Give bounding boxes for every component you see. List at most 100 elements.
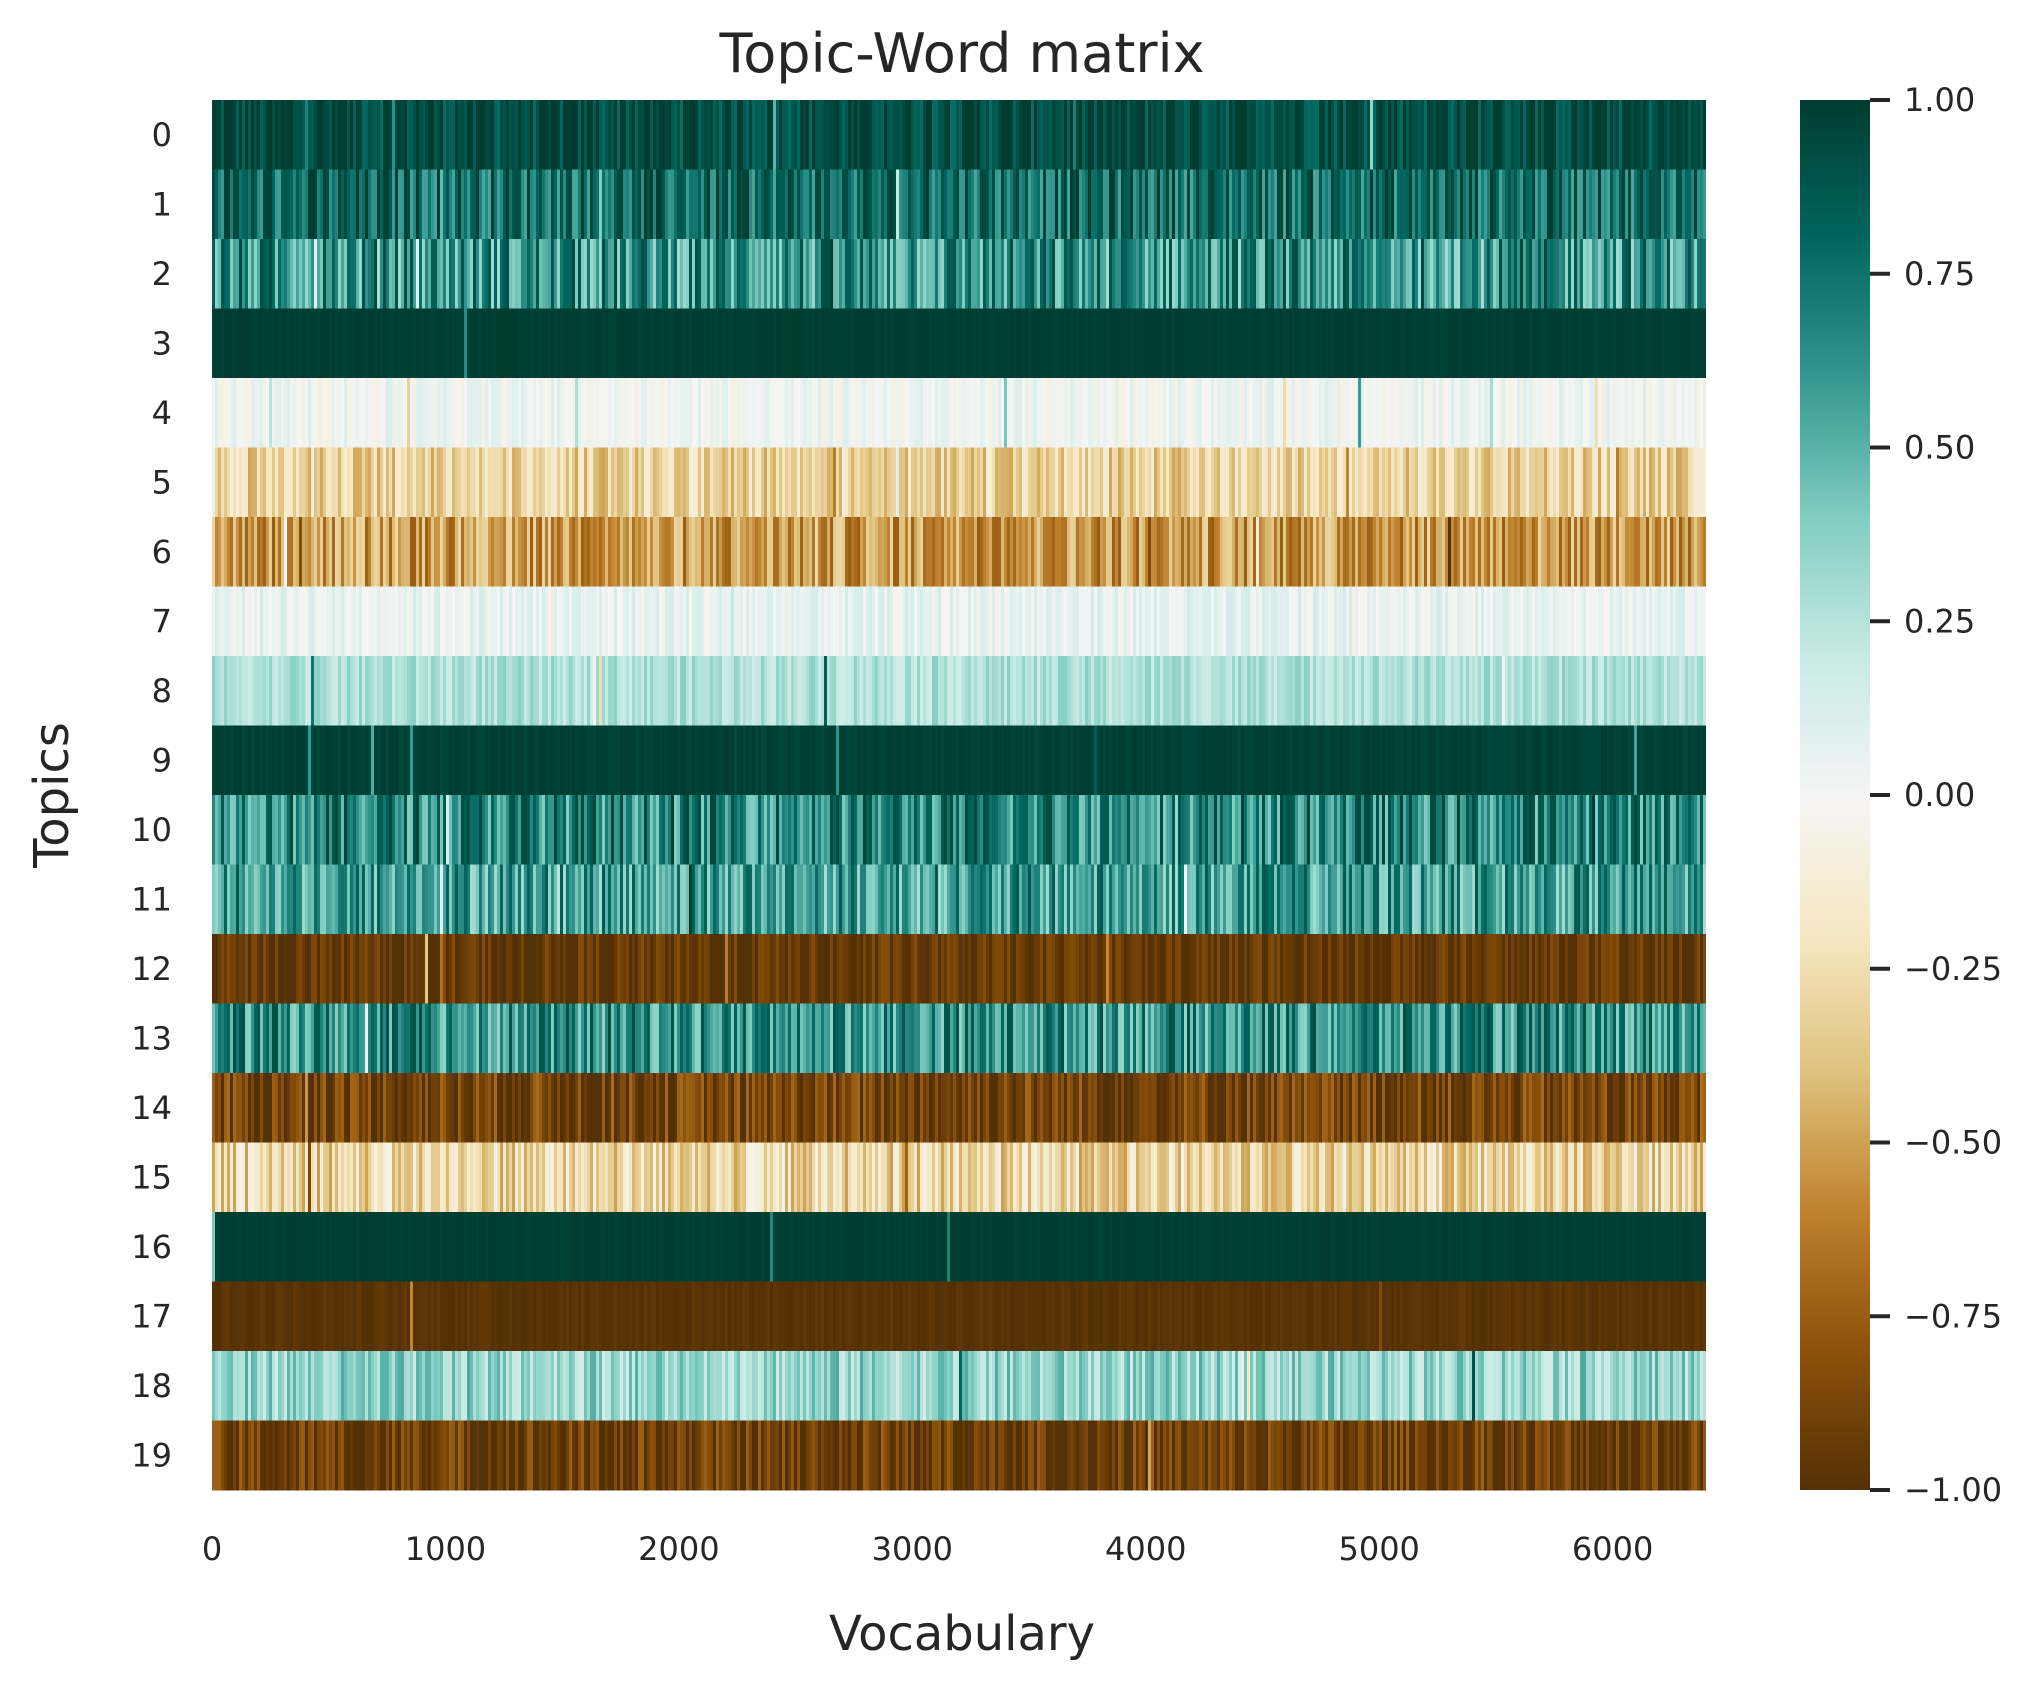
heatmap-cell bbox=[1553, 100, 1557, 170]
heatmap-cell bbox=[752, 100, 756, 170]
heatmap-cell bbox=[560, 308, 564, 379]
heatmap-cell bbox=[1229, 239, 1233, 309]
heatmap-cell bbox=[908, 447, 912, 518]
heatmap-cell bbox=[1409, 586, 1413, 657]
heatmap-cell bbox=[1487, 447, 1491, 518]
heatmap-cell bbox=[833, 517, 837, 587]
heatmap-cell bbox=[1301, 169, 1305, 240]
heatmap-cell bbox=[809, 239, 813, 309]
heatmap-cell bbox=[1661, 239, 1665, 309]
heatmap-cell bbox=[344, 656, 348, 726]
heatmap-cell bbox=[311, 308, 315, 379]
heatmap-cell bbox=[1034, 100, 1038, 170]
heatmap-cell bbox=[632, 308, 636, 379]
heatmap-cell bbox=[272, 169, 276, 240]
heatmap-cell bbox=[935, 100, 939, 170]
heatmap-cell bbox=[545, 447, 549, 518]
heatmap-cell bbox=[1157, 169, 1161, 240]
heatmap-cell bbox=[884, 517, 888, 587]
heatmap-cell bbox=[1685, 378, 1689, 448]
heatmap-cell bbox=[1613, 517, 1617, 587]
heatmap-cell bbox=[962, 100, 966, 170]
heatmap-cell bbox=[398, 586, 402, 657]
heatmap-cell bbox=[1244, 378, 1248, 448]
heatmap-cell bbox=[878, 378, 882, 448]
heatmap-cell bbox=[1202, 447, 1206, 518]
heatmap-cell bbox=[1676, 378, 1680, 448]
heatmap-cell bbox=[1511, 725, 1515, 796]
heatmap-cell bbox=[1013, 517, 1017, 587]
heatmap-cell bbox=[551, 586, 555, 657]
heatmap-cell bbox=[401, 169, 405, 240]
heatmap-cell bbox=[1373, 169, 1377, 240]
heatmap-cell bbox=[965, 239, 969, 309]
heatmap-cell bbox=[842, 378, 846, 448]
heatmap-cell bbox=[848, 239, 852, 309]
heatmap-cell bbox=[512, 447, 516, 518]
heatmap-cell bbox=[218, 100, 222, 170]
heatmap-cell bbox=[680, 586, 684, 657]
heatmap-cell bbox=[845, 586, 849, 657]
heatmap-cell bbox=[809, 378, 813, 448]
heatmap-cell bbox=[1244, 100, 1248, 170]
heatmap-cell bbox=[782, 586, 786, 657]
heatmap-cell bbox=[956, 169, 960, 240]
heatmap-cell bbox=[1277, 239, 1281, 309]
heatmap-cell bbox=[1220, 169, 1224, 240]
heatmap-cell bbox=[1490, 169, 1494, 240]
heatmap-cell bbox=[1670, 656, 1674, 726]
heatmap-cell bbox=[275, 656, 279, 726]
heatmap-cell bbox=[785, 656, 789, 726]
heatmap-row-7 bbox=[212, 586, 1706, 657]
heatmap-cell bbox=[1430, 586, 1434, 657]
heatmap-cell bbox=[1208, 447, 1212, 518]
heatmap-cell bbox=[1559, 100, 1563, 170]
heatmap-cell bbox=[899, 239, 903, 309]
heatmap-cell bbox=[1538, 100, 1542, 170]
heatmap-cell bbox=[1556, 100, 1560, 170]
heatmap-cell bbox=[446, 447, 450, 518]
heatmap-cell bbox=[809, 169, 813, 240]
heatmap-cell bbox=[236, 378, 240, 448]
heatmap-cell bbox=[1541, 586, 1545, 657]
heatmap-cell bbox=[422, 656, 426, 726]
heatmap-cell bbox=[1616, 100, 1620, 170]
heatmap-cell bbox=[803, 725, 807, 796]
heatmap-cell bbox=[1658, 447, 1662, 518]
heatmap-cell bbox=[1376, 239, 1380, 309]
heatmap-cell bbox=[674, 308, 678, 379]
heatmap-cell bbox=[329, 447, 333, 518]
heatmap-cell bbox=[1031, 169, 1035, 240]
heatmap-cell bbox=[797, 725, 801, 796]
heatmap-cell bbox=[1238, 378, 1242, 448]
heatmap-cell bbox=[1634, 169, 1638, 240]
heatmap-cell bbox=[854, 517, 858, 587]
heatmap-cell bbox=[524, 447, 528, 518]
heatmap-cell bbox=[353, 517, 357, 587]
heatmap-cell bbox=[284, 169, 288, 240]
heatmap-cell bbox=[578, 517, 582, 587]
heatmap-cell bbox=[440, 447, 444, 518]
heatmap-cell bbox=[1055, 725, 1059, 796]
heatmap-cell bbox=[752, 239, 756, 309]
heatmap-cell bbox=[1514, 378, 1518, 448]
heatmap-cell bbox=[923, 725, 927, 796]
heatmap-cell bbox=[1667, 586, 1671, 657]
heatmap-cell bbox=[554, 447, 558, 518]
heatmap-cell bbox=[1382, 308, 1386, 379]
heatmap-cell bbox=[881, 725, 885, 796]
heatmap-cell bbox=[698, 169, 702, 240]
heatmap-cell bbox=[1151, 308, 1155, 379]
heatmap-cell bbox=[1628, 308, 1632, 379]
heatmap-cell bbox=[1592, 517, 1596, 587]
heatmap-cell bbox=[284, 100, 288, 170]
heatmap-cell bbox=[557, 725, 561, 796]
heatmap-cell bbox=[1316, 169, 1320, 240]
heatmap-cell bbox=[437, 517, 441, 587]
heatmap-cell bbox=[776, 378, 780, 448]
heatmap-cell bbox=[1586, 308, 1590, 379]
heatmap-cell bbox=[1442, 169, 1446, 240]
heatmap-cell bbox=[953, 517, 957, 587]
heatmap-cell bbox=[398, 517, 402, 587]
heatmap-cell bbox=[1493, 447, 1497, 518]
